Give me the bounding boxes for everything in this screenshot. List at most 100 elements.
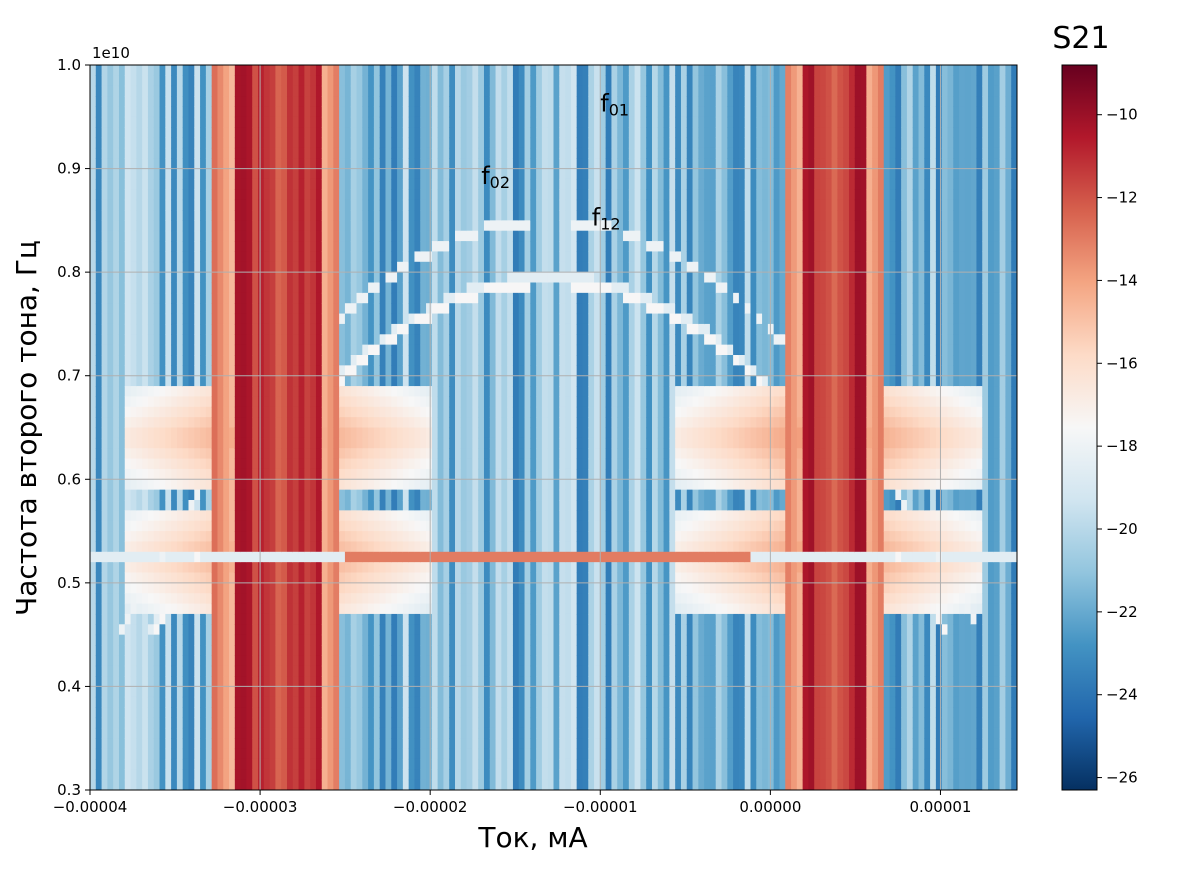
heatmap-cell bbox=[147, 303, 155, 315]
heatmap-cell bbox=[385, 593, 392, 605]
heatmap-cell bbox=[414, 468, 421, 480]
heatmap-cell bbox=[118, 65, 126, 76]
heatmap-cell bbox=[246, 334, 253, 346]
heatmap-cell bbox=[211, 603, 219, 615]
heatmap-cell bbox=[449, 634, 456, 646]
heatmap-cell bbox=[414, 531, 421, 543]
heatmap-cell bbox=[402, 147, 410, 159]
heatmap-cell bbox=[373, 582, 381, 594]
heatmap-cell bbox=[286, 158, 294, 170]
heatmap-cell bbox=[153, 427, 161, 439]
heatmap-cell bbox=[321, 106, 329, 118]
heatmap-cell bbox=[286, 500, 294, 511]
heatmap-cell bbox=[402, 137, 410, 149]
heatmap-cell bbox=[460, 437, 468, 449]
heatmap-cell bbox=[333, 168, 340, 180]
heatmap-cell bbox=[379, 158, 387, 170]
heatmap-cell bbox=[240, 344, 248, 356]
heatmap-cell bbox=[136, 178, 143, 190]
heatmap-cell bbox=[489, 738, 497, 750]
heatmap-cell bbox=[385, 261, 392, 273]
heatmap-cell bbox=[368, 655, 375, 667]
heatmap-cell bbox=[246, 531, 253, 543]
heatmap-cell bbox=[443, 96, 450, 108]
heatmap-cell bbox=[391, 551, 398, 563]
heatmap-cell bbox=[136, 85, 143, 97]
heatmap-cell bbox=[246, 261, 253, 273]
heatmap-cell bbox=[286, 147, 294, 159]
heatmap-cell bbox=[188, 624, 195, 636]
heatmap-cell bbox=[211, 562, 219, 574]
heatmap-cell bbox=[107, 572, 114, 584]
heatmap-cell bbox=[321, 386, 329, 398]
heatmap-cell bbox=[350, 727, 358, 739]
heatmap-cell bbox=[171, 210, 178, 221]
heatmap-cell bbox=[252, 582, 259, 594]
heatmap-cell bbox=[455, 251, 462, 263]
heatmap-cell bbox=[246, 707, 253, 719]
heatmap-cell bbox=[240, 738, 248, 750]
heatmap-cell bbox=[263, 365, 271, 377]
heatmap-cell bbox=[101, 241, 108, 253]
heatmap-cell bbox=[292, 127, 300, 139]
heatmap-cell bbox=[455, 696, 462, 708]
heatmap-cell bbox=[327, 261, 334, 273]
heatmap-cell bbox=[489, 230, 497, 242]
heatmap-cell bbox=[437, 427, 445, 439]
heatmap-cell bbox=[90, 665, 97, 677]
heatmap-cell bbox=[356, 417, 363, 429]
heatmap-cell bbox=[90, 189, 97, 201]
heatmap-cell bbox=[362, 396, 369, 408]
heatmap-cell bbox=[315, 655, 323, 667]
heatmap-cell bbox=[455, 531, 462, 543]
heatmap-cell bbox=[298, 458, 305, 470]
heatmap-cell bbox=[223, 779, 230, 790]
heatmap-cell bbox=[495, 520, 502, 532]
heatmap-cell bbox=[95, 344, 103, 356]
heatmap-cell bbox=[460, 106, 468, 118]
heatmap-cell bbox=[478, 127, 485, 139]
heatmap-cell bbox=[443, 230, 450, 242]
heatmap-cell bbox=[176, 541, 184, 553]
heatmap-cell bbox=[147, 396, 155, 408]
heatmap-cell bbox=[258, 582, 265, 594]
heatmap-cell bbox=[298, 178, 305, 190]
heatmap-cell bbox=[176, 665, 184, 677]
heatmap-cell bbox=[269, 468, 276, 480]
heatmap-cell bbox=[101, 727, 108, 739]
heatmap-cell bbox=[95, 375, 103, 387]
heatmap-cell bbox=[460, 220, 468, 232]
heatmap-cell bbox=[368, 365, 375, 377]
heatmap-cell bbox=[194, 106, 201, 118]
heatmap-cell bbox=[449, 676, 456, 688]
heatmap-cell bbox=[310, 448, 317, 460]
heatmap-cell bbox=[159, 613, 166, 625]
heatmap-cell bbox=[263, 210, 271, 221]
heatmap-cell bbox=[449, 396, 456, 408]
heatmap-cell bbox=[165, 127, 172, 139]
heatmap-cell bbox=[130, 303, 137, 315]
heatmap-cell bbox=[240, 593, 248, 605]
heatmap-cell bbox=[397, 396, 404, 408]
heatmap-cell bbox=[275, 406, 282, 418]
heatmap-cell bbox=[147, 448, 155, 460]
heatmap-cell bbox=[449, 717, 456, 729]
heatmap-cell bbox=[153, 303, 161, 315]
heatmap-cell bbox=[478, 344, 485, 356]
heatmap-cell bbox=[483, 758, 491, 770]
heatmap-cell bbox=[472, 603, 479, 615]
heatmap-cell bbox=[339, 582, 346, 594]
heatmap-cell bbox=[368, 375, 375, 387]
heatmap-cell bbox=[362, 738, 369, 750]
heatmap-cell bbox=[205, 707, 213, 719]
heatmap-cell bbox=[483, 85, 491, 97]
heatmap-cell bbox=[159, 758, 166, 770]
heatmap-cell bbox=[275, 251, 282, 263]
heatmap-cell bbox=[478, 375, 485, 387]
heatmap-cell bbox=[217, 468, 224, 480]
heatmap-cell bbox=[95, 624, 103, 636]
heatmap-cell bbox=[478, 531, 485, 543]
heatmap-cell bbox=[321, 96, 329, 108]
heatmap-cell bbox=[263, 137, 271, 149]
heatmap-cell bbox=[350, 572, 358, 584]
